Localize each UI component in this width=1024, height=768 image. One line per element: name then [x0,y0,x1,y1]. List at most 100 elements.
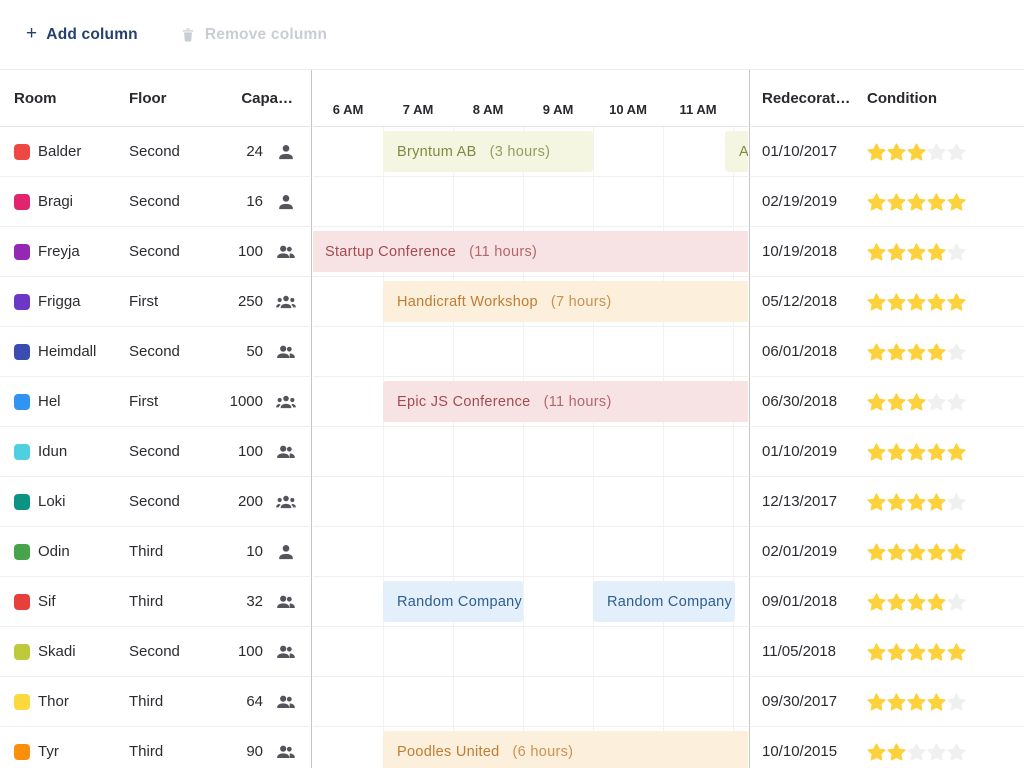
info-row[interactable]: 09/01/2018 [751,577,1024,627]
time-axis-tick-label: 7 AM [402,102,434,117]
schedule-row[interactable]: Random Company Random Company [313,577,748,627]
condition-rating[interactable] [867,192,1024,211]
scheduler: Room Floor Capa… Balder Second 24 Bragi Seco… [0,70,1024,768]
info-row[interactable]: 02/01/2019 [751,527,1024,577]
condition-rating[interactable] [867,442,1024,461]
info-row[interactable]: 09/30/2017 [751,677,1024,727]
schedule-row[interactable] [313,627,748,677]
room-row[interactable]: Freyja Second 100 [0,227,310,277]
info-row[interactable]: 10/10/2015 [751,727,1024,768]
schedule-row[interactable]: Bryntum AB (3 hours) A [313,127,748,177]
info-row[interactable]: 10/19/2018 [751,227,1024,277]
schedule-row[interactable] [313,477,748,527]
room-color-swatch [14,493,30,510]
star-filled-icon [907,542,926,561]
condition-rating[interactable] [867,392,1024,411]
schedule-row[interactable] [313,177,748,227]
condition-rating[interactable] [867,642,1024,661]
schedule-row[interactable] [313,327,748,377]
room-row[interactable]: Idun Second 100 [0,427,310,477]
room-row[interactable]: Hel First 1000 [0,377,310,427]
event-bar[interactable]: Startup Conference (11 hours) [313,231,748,272]
schedule-row[interactable]: Epic JS Conference (11 hours) [313,377,748,427]
room-cell: Sif [0,593,129,610]
room-name: Freyja [38,243,80,260]
info-row[interactable]: 02/19/2019 [751,177,1024,227]
schedule-row[interactable] [313,427,748,477]
star-empty-icon [947,142,966,161]
info-grid-header: Redecorat… Condition [751,70,1024,127]
event-bar[interactable]: Random Company [383,581,523,622]
event-bar[interactable]: Epic JS Conference (11 hours) [383,381,748,422]
redecorated-date: 11/05/2018 [762,643,836,660]
remove-column-button[interactable]: Remove column [180,26,327,44]
condition-rating[interactable] [867,592,1024,611]
room-row[interactable]: Heimdall Second 50 [0,327,310,377]
room-row[interactable]: Skadi Second 100 [0,627,310,677]
room-cell: Thor [0,693,129,710]
add-column-button[interactable]: + Add column [26,24,138,44]
room-row[interactable]: Thor Third 64 [0,677,310,727]
condition-rating[interactable] [867,292,1024,311]
star-filled-icon [927,592,946,611]
condition-rating[interactable] [867,692,1024,711]
event-bar[interactable]: Bryntum AB (3 hours) [383,131,593,172]
event-name: Handicraft Workshop [397,293,538,310]
condition-rating[interactable] [867,742,1024,761]
event-bar[interactable]: A [725,131,748,172]
condition-rating[interactable] [867,492,1024,511]
column-header-room[interactable]: Room [14,89,57,107]
room-name: Frigga [38,293,81,310]
condition-rating[interactable] [867,242,1024,261]
info-row[interactable]: 06/30/2018 [751,377,1024,427]
star-filled-icon [887,142,906,161]
capacity-cell: 16 [229,192,310,212]
room-color-swatch [14,543,30,560]
room-row[interactable]: Odin Third 10 [0,527,310,577]
condition-rating[interactable] [867,542,1024,561]
time-axis-header: 6 AM 7 AM 8 AM 9 AM 10 AM 11 AM [313,70,748,127]
star-filled-icon [907,642,926,661]
column-header-capacity[interactable]: Capa… [241,89,293,107]
column-header-floor[interactable]: Floor [129,89,167,107]
schedule-row[interactable] [313,677,748,727]
room-row[interactable]: Sif Third 32 [0,577,310,627]
info-row[interactable]: 05/12/2018 [751,277,1024,327]
trash-icon [180,27,196,43]
star-empty-icon [947,492,966,511]
condition-rating[interactable] [867,342,1024,361]
room-row[interactable]: Bragi Second 16 [0,177,310,227]
splitter-right[interactable] [748,70,751,768]
event-bar[interactable]: Random Company [593,581,735,622]
info-row[interactable]: 12/13/2017 [751,477,1024,527]
schedule-row[interactable]: Startup Conference (11 hours) [313,227,748,277]
info-row[interactable]: 11/05/2018 [751,627,1024,677]
room-color-swatch [14,643,30,660]
floor-cell: Second [129,343,180,360]
star-filled-icon [927,192,946,211]
star-filled-icon [867,542,886,561]
star-empty-icon [947,392,966,411]
schedule-row[interactable]: Poodles United (6 hours) [313,727,748,768]
star-filled-icon [887,692,906,711]
capacity-value: 24 [246,143,263,160]
room-row[interactable]: Tyr Third 90 [0,727,310,768]
room-row[interactable]: Balder Second 24 [0,127,310,177]
schedule-row[interactable]: Handicraft Workshop (7 hours) [313,277,748,327]
info-row[interactable]: 01/10/2019 [751,427,1024,477]
column-header-redecorated[interactable]: Redecorat… [762,89,851,107]
info-row[interactable]: 01/10/2017 [751,127,1024,177]
splitter-left[interactable] [310,70,313,768]
room-cell: Tyr [0,743,129,760]
star-filled-icon [927,642,946,661]
schedule-row[interactable] [313,527,748,577]
info-row[interactable]: 06/01/2018 [751,327,1024,377]
event-bar[interactable]: Poodles United (6 hours) [383,731,748,768]
condition-rating[interactable] [867,142,1024,161]
event-bar[interactable]: Handicraft Workshop (7 hours) [383,281,748,322]
capacity-value: 90 [246,743,263,760]
room-row[interactable]: Frigga First 250 [0,277,310,327]
hour-gridline [733,127,734,768]
room-row[interactable]: Loki Second 200 [0,477,310,527]
column-header-condition[interactable]: Condition [867,89,937,107]
